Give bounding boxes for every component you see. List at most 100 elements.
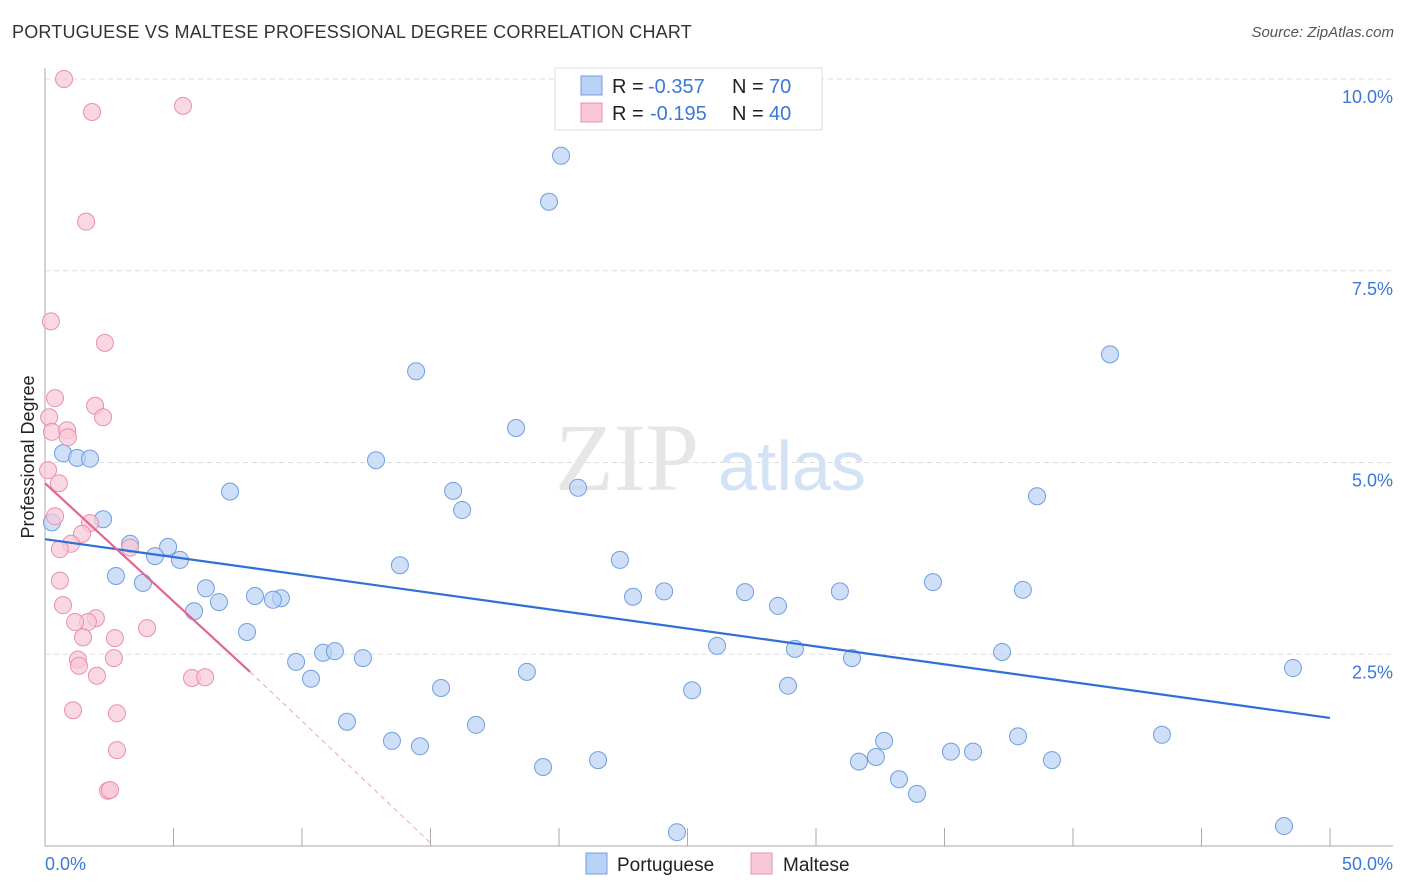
portuguese-point	[410, 737, 429, 756]
maltese-point	[104, 649, 123, 668]
legend-r-value: -0.357	[648, 76, 705, 98]
bottom-legend-swatch-portuguese	[585, 852, 608, 875]
maltese-trend-line	[44, 482, 251, 673]
y-tick-label: 5.0%	[1352, 471, 1393, 491]
portuguese-point	[778, 676, 797, 695]
portuguese-point	[337, 712, 356, 731]
portuguese-point	[106, 567, 125, 586]
maltese-point	[174, 96, 193, 115]
portuguese-point	[1013, 580, 1032, 599]
y-tick-label: 10.0%	[1342, 87, 1393, 107]
maltese-point	[105, 629, 124, 648]
portuguese-point	[655, 582, 674, 601]
maltese-point	[64, 701, 83, 720]
maltese-point	[49, 474, 68, 493]
maltese-point	[58, 428, 77, 447]
legend-swatch-portuguese	[580, 75, 603, 96]
portuguese-point	[1101, 345, 1120, 364]
legend-n-label: N =	[732, 76, 764, 98]
legend-swatch-maltese	[580, 102, 603, 123]
legend-r-value: -0.195	[650, 103, 707, 125]
portuguese-point	[964, 742, 983, 761]
maltese-point	[55, 70, 74, 88]
portuguese-point	[768, 596, 787, 615]
portuguese-point	[923, 573, 942, 592]
maltese-point	[50, 540, 69, 559]
portuguese-point	[301, 669, 320, 688]
portuguese-point	[382, 731, 401, 750]
bottom-legend-swatch-maltese	[750, 852, 773, 875]
portuguese-point	[517, 662, 536, 681]
portuguese-point	[1009, 727, 1028, 746]
legend-n-label: N =	[732, 103, 764, 125]
portuguese-point	[589, 751, 608, 770]
portuguese-point	[238, 623, 257, 642]
portuguese-point	[367, 451, 386, 470]
bottom-legend-portuguese: Portuguese	[617, 855, 714, 876]
portuguese-point	[185, 602, 204, 621]
maltese-point	[46, 389, 65, 408]
maltese-point	[41, 312, 60, 331]
maltese-point	[196, 668, 215, 687]
portuguese-point	[624, 587, 643, 606]
maltese-point	[40, 408, 59, 427]
portuguese-point	[432, 678, 451, 697]
legend-r-label: R =	[612, 76, 644, 98]
portuguese-point	[890, 770, 909, 789]
source-label: Source: ZipAtlas.com	[1251, 24, 1394, 41]
maltese-point	[39, 461, 58, 480]
portuguese-point	[287, 652, 306, 671]
axes	[44, 68, 1393, 847]
portuguese-point	[849, 752, 868, 771]
maltese-point	[74, 628, 93, 647]
portuguese-point	[133, 573, 152, 592]
maltese-point	[87, 666, 106, 685]
portuguese-point	[245, 586, 264, 605]
y-tick-label: 2.5%	[1352, 662, 1393, 682]
maltese-point	[42, 422, 61, 441]
portuguese-point	[325, 642, 344, 661]
portuguese-point	[875, 731, 894, 750]
maltese-point	[94, 408, 113, 427]
x-tick-label-min: 0.0%	[45, 854, 86, 874]
watermark-atlas: atlas	[718, 427, 866, 505]
maltese-point	[46, 507, 65, 526]
portuguese-point	[736, 583, 755, 602]
portuguese-point	[1152, 725, 1171, 744]
trend-lines	[44, 482, 1331, 844]
portuguese-trend-line	[44, 538, 1331, 720]
maltese-point	[138, 619, 157, 638]
portuguese-point	[453, 501, 472, 520]
maltese-point	[83, 102, 102, 121]
portuguese-point	[1274, 817, 1293, 836]
portuguese-point	[908, 784, 927, 803]
portuguese-point	[444, 481, 463, 500]
portuguese-point	[221, 482, 240, 501]
maltese-point	[69, 656, 88, 675]
portuguese-point	[353, 649, 372, 668]
maltese-point	[66, 613, 85, 632]
portuguese-point	[993, 642, 1012, 661]
bottom-legend: Portuguese Maltese	[585, 852, 850, 876]
portuguese-point	[466, 715, 485, 734]
legend: R = -0.357 N = 70 R = -0.195 N = 40	[554, 67, 823, 131]
maltese-trend-extension	[249, 671, 431, 844]
portuguese-point	[539, 192, 558, 211]
maltese-point	[53, 596, 72, 615]
portuguese-point	[830, 582, 849, 601]
maltese-point	[95, 333, 114, 352]
portuguese-point	[552, 146, 571, 165]
portuguese-point	[866, 748, 885, 767]
maltese-point	[77, 212, 96, 231]
maltese-point	[50, 571, 69, 590]
bottom-legend-maltese: Maltese	[783, 855, 850, 876]
portuguese-point	[1283, 659, 1302, 678]
y-tick-labels: 2.5% 5.0% 7.5% 10.0%	[1342, 87, 1393, 682]
portuguese-point	[534, 757, 553, 776]
portuguese-point	[842, 649, 861, 668]
maltese-point	[101, 781, 120, 800]
maltese-point	[107, 704, 126, 723]
portuguese-point	[209, 593, 228, 612]
portuguese-point	[507, 418, 526, 437]
portuguese-point	[708, 636, 727, 655]
